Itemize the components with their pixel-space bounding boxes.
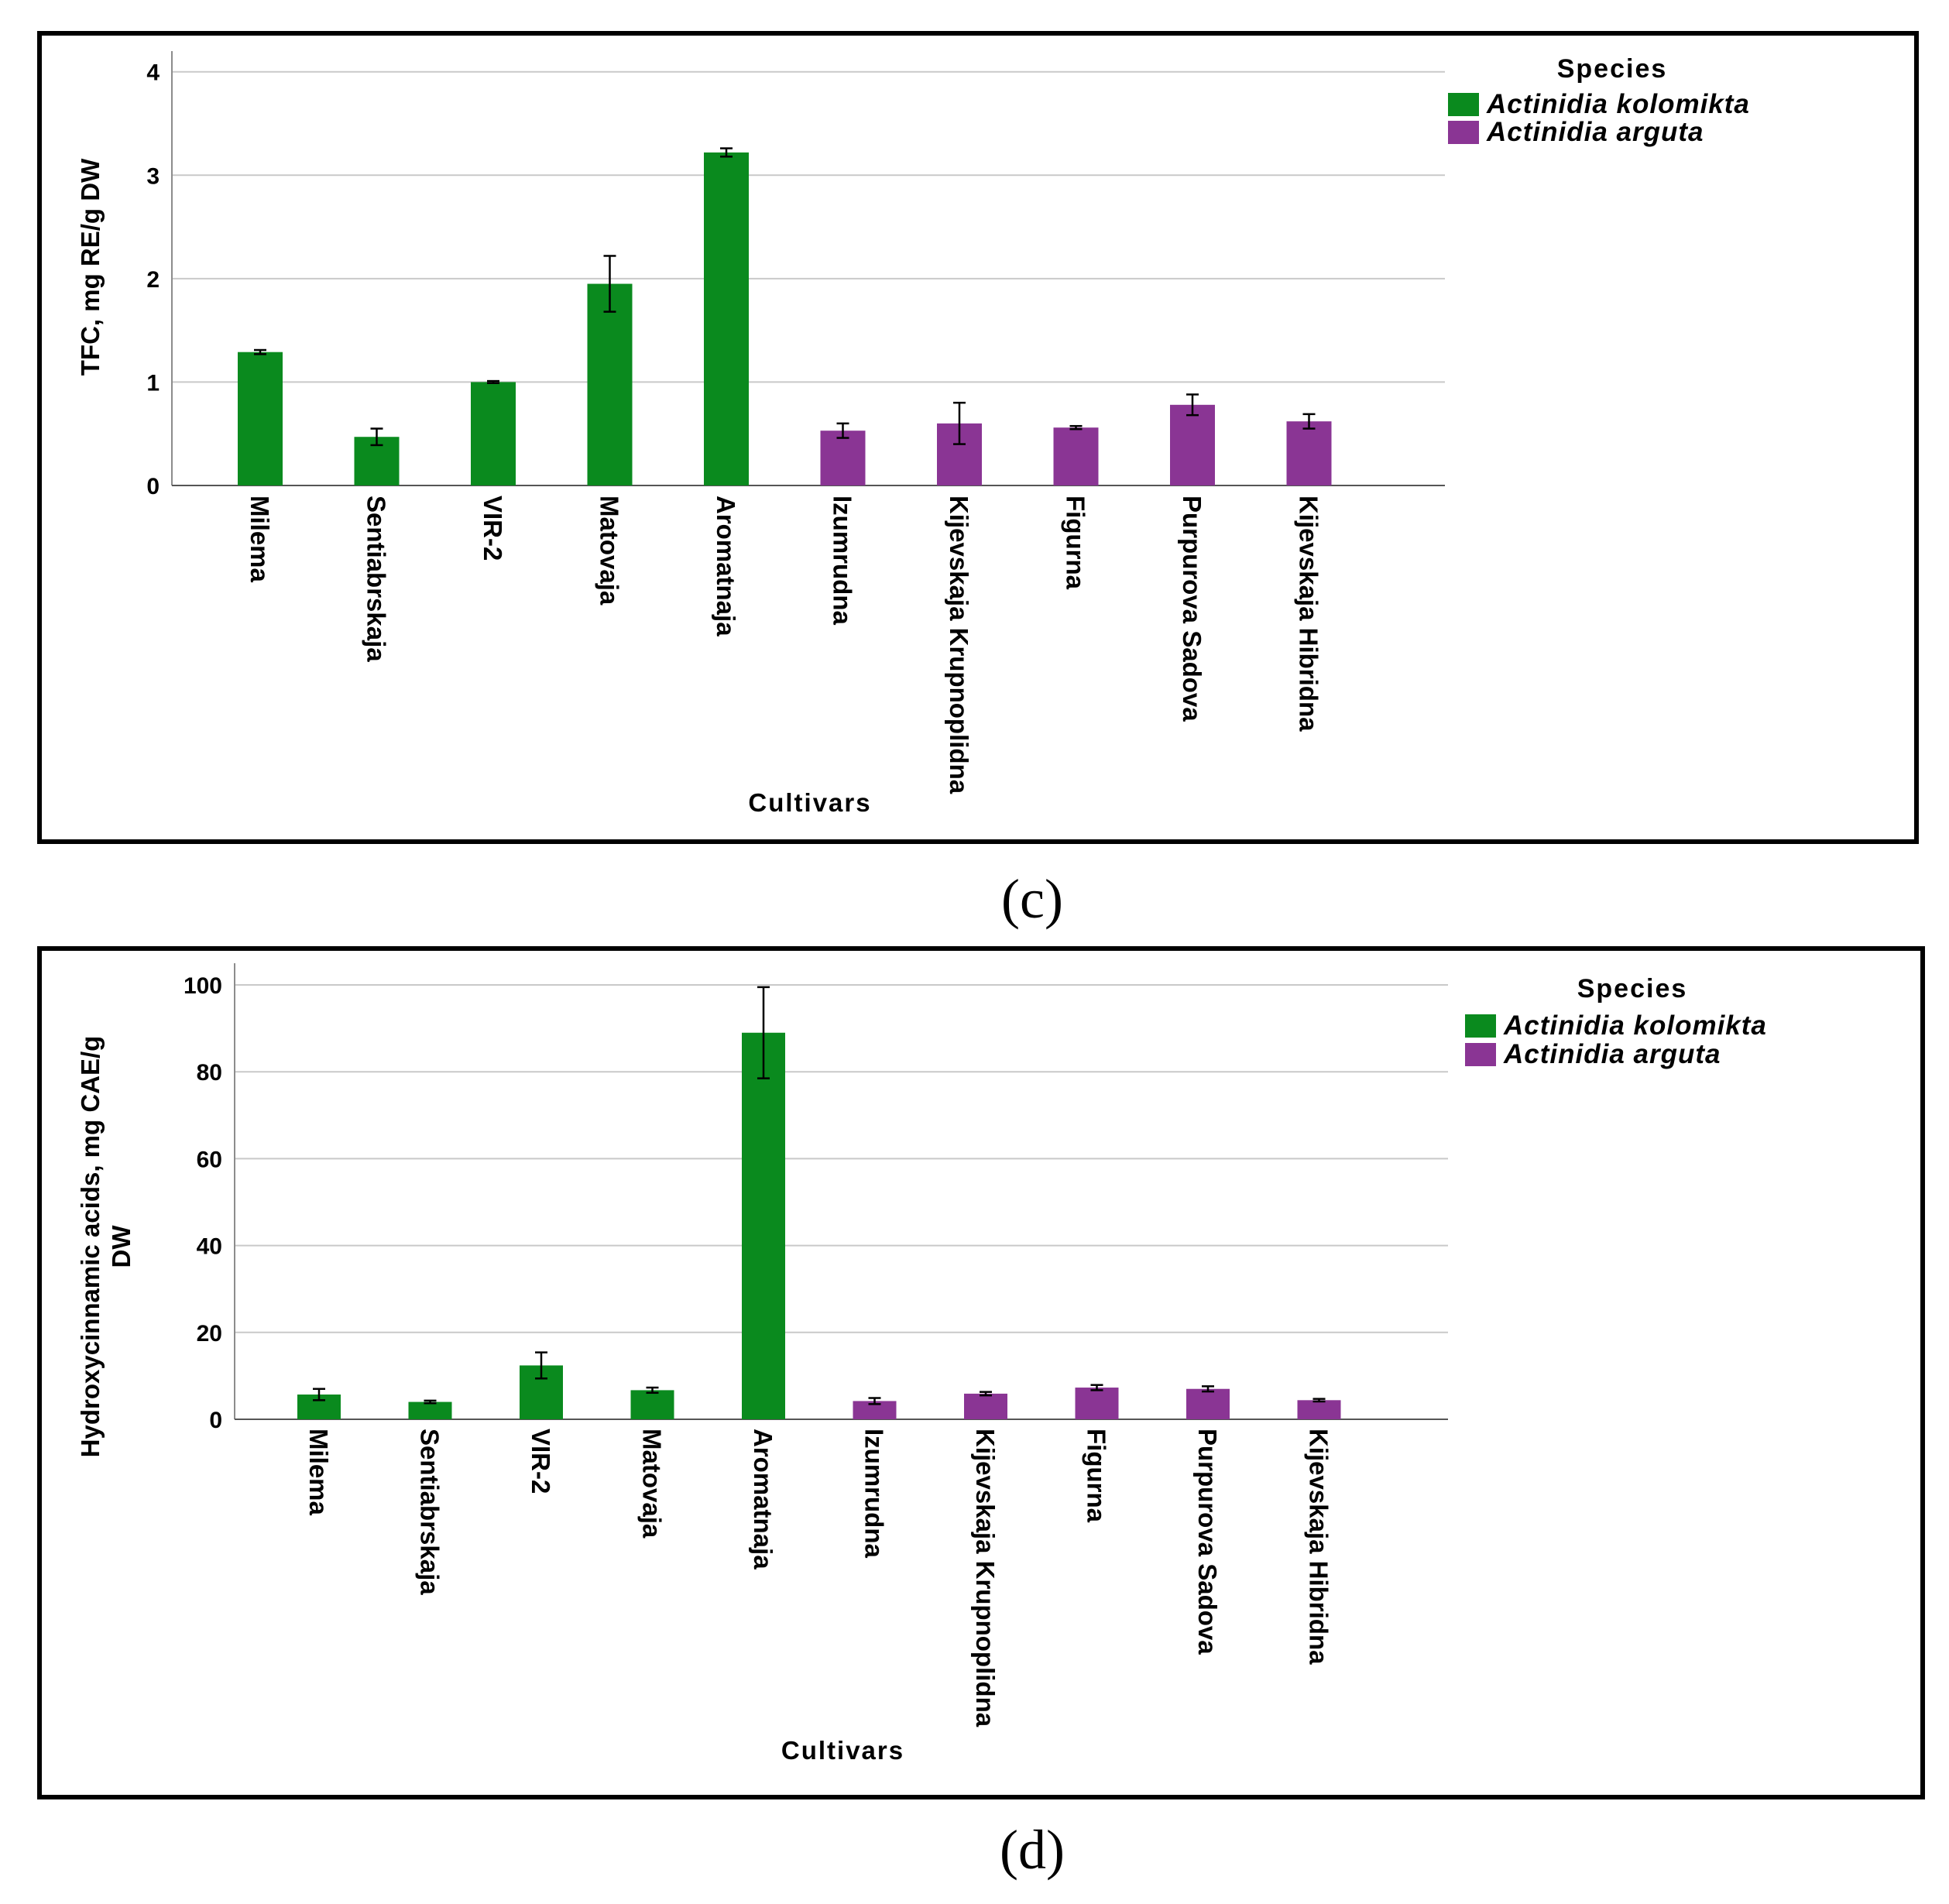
bar	[408, 1401, 452, 1419]
legend-swatch	[1465, 1014, 1496, 1038]
chart-d: 0 20 40 60 80 100 Milema Sentiabrskaja VIR-2 Mato…	[76, 963, 1767, 1765]
y-tick-label: 100	[184, 973, 222, 999]
y-tick-label: 40	[197, 1234, 222, 1260]
y-tick-label: 20	[197, 1321, 222, 1347]
error-bar	[953, 401, 966, 445]
bar	[742, 1032, 785, 1419]
bar	[964, 1393, 1007, 1419]
bar	[630, 1390, 674, 1419]
y-tick-label: 4	[146, 60, 160, 86]
legend-entry: Actinidia kolomikta	[1486, 89, 1750, 119]
error-bar	[1069, 424, 1083, 431]
x-tick-label: Milema	[304, 1429, 333, 1516]
bar	[1286, 421, 1332, 485]
bar	[1297, 1400, 1341, 1419]
chart-panel-d-frame	[37, 946, 1925, 1799]
error-bar	[1090, 1384, 1103, 1391]
y-axis-title: Hydroxycinnamic acids, mg CAE/gDW	[76, 1036, 136, 1458]
y-tick-label: 1	[146, 370, 160, 396]
bar	[238, 352, 283, 485]
error-bar	[254, 348, 266, 355]
x-tick-label: Izumrudna	[829, 496, 857, 625]
y-tick-label: 60	[197, 1147, 222, 1172]
y-tick-label: 0	[146, 474, 160, 499]
x-axis-title: Cultivars	[781, 1736, 904, 1765]
bar	[1053, 427, 1099, 485]
error-bar	[487, 379, 499, 385]
y-axis-title-line: Hydroxycinnamic acids, mg CAE/g	[76, 1036, 105, 1458]
panel-label-d: (d)	[1000, 1819, 1065, 1881]
legend-swatch	[1465, 1043, 1496, 1066]
bar	[704, 152, 749, 485]
legend-swatch	[1448, 121, 1479, 144]
bar	[1170, 404, 1215, 485]
y-axis-title-line: DW	[107, 1225, 136, 1268]
x-tick-label: Kijevskaja Hibridna	[1295, 496, 1323, 732]
x-tick-label: Aromatnaja	[712, 496, 740, 636]
legend-swatch	[1448, 93, 1479, 116]
error-bar	[836, 422, 849, 439]
x-tick-label: Purpurova Sadova	[1178, 496, 1206, 722]
y-tick-label: 0	[209, 1408, 222, 1433]
x-tick-label: Purpurova Sadova	[1193, 1429, 1222, 1655]
y-axis-title: TFC, mg RE/g DW	[76, 158, 105, 376]
x-tick-label: VIR-2	[527, 1429, 555, 1494]
error-bar	[868, 1397, 881, 1405]
error-bar	[980, 1391, 992, 1397]
x-tick-label: Matovaja	[638, 1429, 667, 1539]
x-tick-label: Kijevskaja Krupnoplidna	[945, 496, 973, 794]
y-axis-title-line: TFC, mg RE/g DW	[76, 158, 105, 376]
error-bar	[313, 1388, 325, 1401]
x-tick-label: Sentiabrskaja	[362, 496, 391, 662]
error-bar	[424, 1399, 437, 1405]
error-bar	[757, 986, 770, 1079]
bar	[820, 431, 866, 485]
y-tick-label: 3	[146, 163, 160, 189]
x-tick-label: Sentiabrskaja	[416, 1429, 444, 1595]
error-bar	[1312, 1398, 1326, 1403]
x-tick-label: Kijevskaja Hibridna	[1305, 1429, 1333, 1665]
x-tick-label: Matovaja	[595, 496, 624, 606]
x-tick-label: Aromatnaja	[749, 1429, 777, 1570]
legend-entry: Actinidia arguta	[1486, 117, 1704, 147]
x-tick-label: Milema	[245, 496, 274, 583]
error-bar	[1302, 413, 1316, 430]
error-bar	[646, 1386, 659, 1395]
bar	[853, 1401, 897, 1419]
bar	[587, 283, 633, 485]
x-tick-label: VIR-2	[479, 496, 507, 561]
y-tick-label: 80	[197, 1060, 222, 1086]
legend-title: Species	[1557, 54, 1668, 84]
error-bar	[535, 1351, 547, 1380]
x-tick-label: Izumrudna	[860, 1429, 889, 1558]
bar	[1186, 1388, 1230, 1419]
error-bar	[603, 255, 616, 313]
y-tick-label: 2	[146, 267, 160, 293]
bar	[1075, 1388, 1119, 1419]
x-tick-label: Figurna	[1062, 496, 1090, 590]
error-bar	[370, 427, 383, 447]
error-bar	[1202, 1385, 1214, 1393]
legend-entry: Actinidia kolomikta	[1503, 1010, 1767, 1041]
legend-entry: Actinidia arguta	[1503, 1039, 1721, 1069]
x-axis-title: Cultivars	[748, 788, 871, 817]
panel-label-c: (c)	[1001, 868, 1063, 930]
chart-c: 0 1 2 3 4 Milema Sentiabrskaja VIR-2 Matovaja Aro…	[76, 51, 1750, 817]
x-tick-label: Figurna	[1083, 1429, 1111, 1523]
legend-title: Species	[1577, 974, 1688, 1003]
error-bar	[1186, 393, 1199, 417]
error-bar	[720, 147, 733, 158]
bar	[471, 382, 516, 485]
x-tick-label: Kijevskaja Krupnoplidna	[971, 1429, 1000, 1727]
